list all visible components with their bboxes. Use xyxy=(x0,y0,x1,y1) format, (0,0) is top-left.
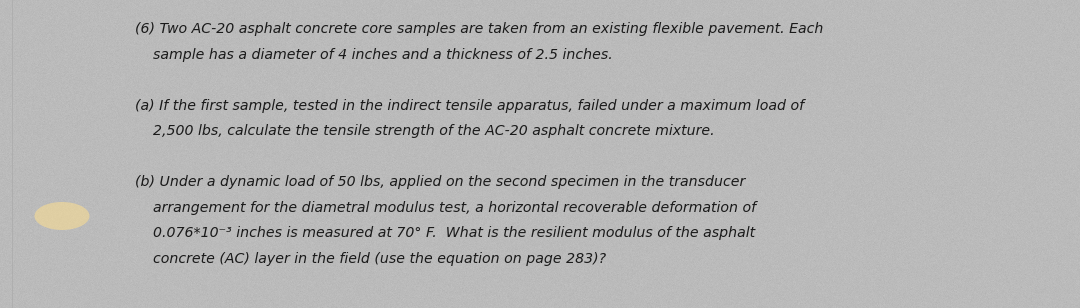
Text: (b) Under a dynamic load of 50 lbs, applied on the second specimen in the transd: (b) Under a dynamic load of 50 lbs, appl… xyxy=(135,175,745,189)
Ellipse shape xyxy=(35,202,90,230)
Text: 0.076*10⁻³ inches is measured at 70° F.  What is the resilient modulus of the as: 0.076*10⁻³ inches is measured at 70° F. … xyxy=(135,226,755,240)
Text: sample has a diameter of 4 inches and a thickness of 2.5 inches.: sample has a diameter of 4 inches and a … xyxy=(135,47,612,62)
Text: (a) If the first sample, tested in the indirect tensile apparatus, failed under : (a) If the first sample, tested in the i… xyxy=(135,99,805,112)
Text: arrangement for the diametral modulus test, a horizontal recoverable deformation: arrangement for the diametral modulus te… xyxy=(135,201,756,214)
Text: (6) Two AC-20 asphalt concrete core samples are taken from an existing flexible : (6) Two AC-20 asphalt concrete core samp… xyxy=(135,22,823,36)
Text: 2,500 lbs, calculate the tensile strength of the AC-20 asphalt concrete mixture.: 2,500 lbs, calculate the tensile strengt… xyxy=(135,124,715,138)
Text: concrete (AC) layer in the field (use the equation on page 283)?: concrete (AC) layer in the field (use th… xyxy=(135,252,606,265)
